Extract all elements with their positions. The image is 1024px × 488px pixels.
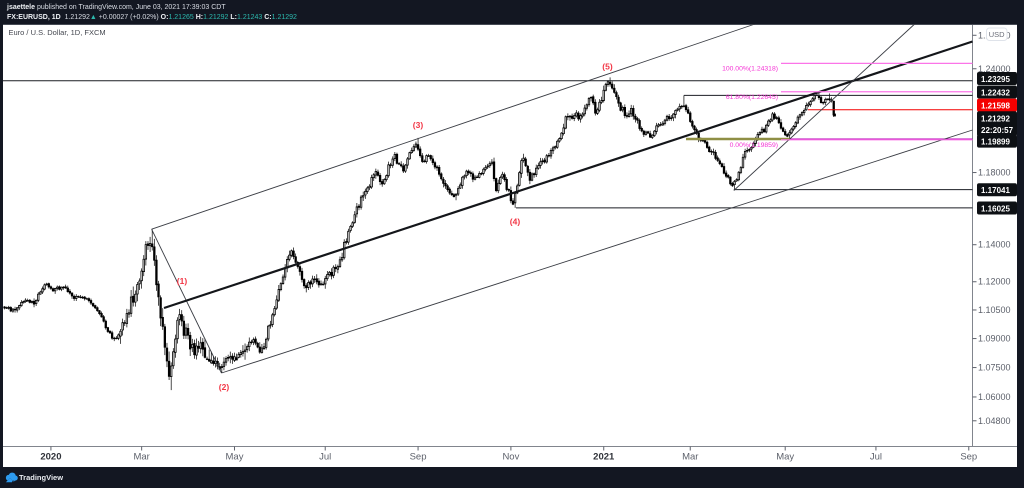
ohlc-key: O: xyxy=(158,13,169,21)
wave-label-(4): (4) xyxy=(510,217,521,227)
price-tick-label: 1.24000 xyxy=(978,64,1011,74)
price-tick-label: 1.07500 xyxy=(978,363,1011,373)
price-tick-label: 1.12000 xyxy=(978,277,1011,287)
price-label-box xyxy=(977,72,1017,85)
ohlc-key: L: xyxy=(228,13,237,21)
published-text: published on TradingView.com, June 03, 2… xyxy=(36,4,226,11)
price-label-text: 1.21292 xyxy=(981,114,1010,123)
time-tick-label: Jul xyxy=(319,452,331,463)
price-tick-label: 1.06000 xyxy=(978,392,1011,402)
time-tick-label: May xyxy=(776,452,794,463)
time-tick-label: Nov xyxy=(502,452,519,463)
logo-arrowhead-shape xyxy=(13,477,18,483)
ohlc-value: 1.21243 xyxy=(236,13,263,21)
price-label-text: 1.16025 xyxy=(981,204,1010,213)
tradingview-cloud-icon xyxy=(5,472,18,483)
last-price: 1.21292 xyxy=(64,13,90,21)
ohlc-value: 1.21265 xyxy=(168,13,194,21)
symbol-quote-line: FX:EURUSD, 1D 1.21292▲ +0.00027 (+0.02%)… xyxy=(7,14,297,21)
price-tick-label: 1.18000 xyxy=(978,168,1011,178)
price-label-text: 1.23295 xyxy=(981,75,1010,84)
logo-cloud-shape xyxy=(5,472,18,481)
price-label-box xyxy=(977,85,1017,99)
channel-top[interactable] xyxy=(151,23,756,230)
chart-title: Euro / U.S. Dollar, 1D, FXCM xyxy=(8,27,106,37)
price-tick-label: 1.14000 xyxy=(978,240,1011,250)
channel-bottom[interactable] xyxy=(221,129,973,374)
publication-header: jsaettele published on TradingView.com, … xyxy=(0,0,1024,24)
ohlc-key: H: xyxy=(193,13,204,21)
major-trendline[interactable] xyxy=(163,40,973,310)
steep-support[interactable] xyxy=(733,23,916,191)
brand-name[interactable]: TradingView xyxy=(19,473,64,482)
price-label-text: 1.19899 xyxy=(981,137,1010,146)
ohlc-value: 1.21292 xyxy=(271,13,297,21)
publication-byline: jsaettele published on TradingView.com, … xyxy=(7,4,226,11)
price-tick-label: 1.04800 xyxy=(978,416,1011,426)
symbol-name: FX:EURUSD, 1D xyxy=(7,13,61,21)
last-close-marker xyxy=(833,113,836,117)
chart-plot-background[interactable] xyxy=(3,24,1017,467)
author-name: jsaettele xyxy=(7,4,36,11)
time-tick-label: Mar xyxy=(682,452,698,463)
currency-unit-badge[interactable] xyxy=(986,27,1008,41)
logo-arrow-shape xyxy=(5,477,13,483)
candles-down[interactable] xyxy=(3,81,835,377)
time-tick-label: May xyxy=(226,452,244,463)
wave-label-(1): (1) xyxy=(177,276,188,286)
price-label-box xyxy=(977,98,1017,112)
price-label-box xyxy=(977,201,1017,215)
ohlc-key: C: xyxy=(262,13,272,21)
fib-label: 100.00%(1.24318) xyxy=(722,65,778,72)
price-change: +0.00027 (+0.02%) xyxy=(98,13,159,21)
currency-unit-label: USD xyxy=(989,30,1005,39)
price-tick-label: 1.10500 xyxy=(978,305,1011,315)
price-label-box xyxy=(977,134,1017,148)
ohlc-values: O:1.21265 H:1.21292 L:1.21243 C:1.21292 xyxy=(159,14,297,21)
wave-label-(5): (5) xyxy=(602,62,613,72)
time-tick-label: Mar xyxy=(133,452,149,463)
price-tick-label: 1.09000 xyxy=(978,334,1011,344)
arrow-up-icon: ▲ xyxy=(89,13,97,21)
price-label-text: 1.21598 xyxy=(981,101,1010,110)
price-label-box xyxy=(977,111,1017,137)
time-tick-label: Sep xyxy=(960,452,977,463)
price-label-text: 1.17041 xyxy=(981,186,1010,195)
fib-label: 61.80%(1.22645) xyxy=(726,94,778,101)
time-tick-label: 2021 xyxy=(593,452,615,463)
fib-label: 0.00%(1.19859) xyxy=(730,142,778,149)
footer-bar: TradingView xyxy=(0,466,1024,488)
wave-label-(2): (2) xyxy=(219,382,230,392)
price-label-text: 1.22432 xyxy=(981,88,1010,97)
wave-label-(3): (3) xyxy=(413,120,424,130)
time-tick-label: Sep xyxy=(410,452,427,463)
time-tick-label: 2020 xyxy=(40,452,61,463)
tradingview-logo-icon[interactable] xyxy=(5,470,18,488)
ohlc-value: 1.21292 xyxy=(203,13,229,21)
time-tick-label: Jul xyxy=(870,452,882,463)
price-label-box xyxy=(977,183,1017,197)
countdown-text: 22:20:57 xyxy=(981,126,1014,135)
candles-up[interactable] xyxy=(7,81,829,377)
